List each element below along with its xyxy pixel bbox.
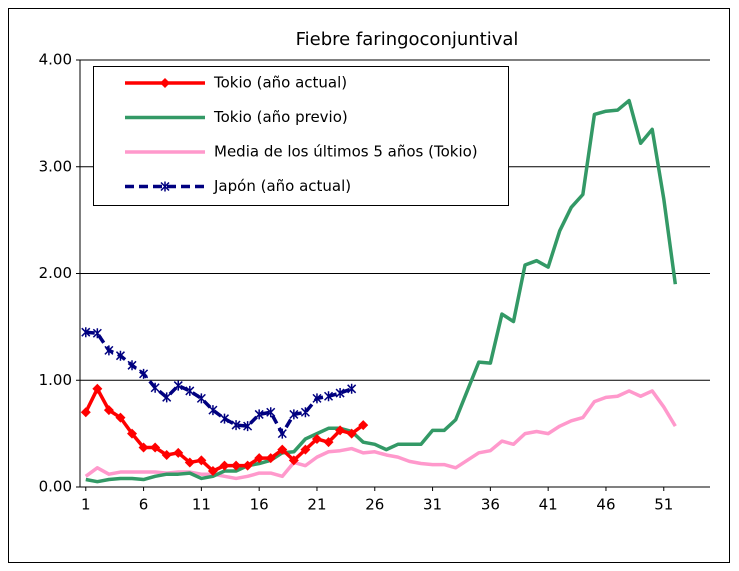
marker [184, 457, 195, 468]
legend-label: Tokio (año actual) [213, 74, 347, 92]
x-tick-label: 16 [250, 496, 269, 514]
marker [311, 433, 322, 444]
legend-label: Media de los últimos 5 años (Tokio) [214, 143, 478, 161]
marker [219, 460, 230, 471]
marker [161, 449, 172, 460]
marker [243, 421, 253, 432]
legend-marker [160, 78, 170, 88]
marker [300, 444, 311, 455]
marker [173, 447, 184, 458]
marker [288, 455, 299, 466]
marker [254, 409, 264, 420]
marker [208, 405, 218, 416]
marker [80, 407, 91, 418]
marker [115, 412, 126, 423]
marker [358, 420, 369, 431]
marker [231, 420, 241, 431]
x-tick-label: 41 [539, 496, 558, 514]
marker [162, 392, 172, 403]
x-tick-label: 36 [481, 496, 500, 514]
marker [185, 385, 195, 396]
marker [335, 425, 346, 436]
marker [277, 428, 287, 439]
marker [196, 393, 206, 404]
y-tick-label: 4.00 [39, 51, 72, 69]
legend-label: Tokio (año previo) [213, 108, 348, 126]
y-tick-label: 2.00 [39, 264, 72, 282]
marker [324, 391, 334, 402]
x-tick-label: 11 [192, 496, 211, 514]
chart-title: Fiebre faringoconjuntival [296, 29, 519, 50]
marker [219, 413, 230, 424]
marker [347, 383, 357, 394]
marker [92, 328, 102, 339]
y-tick-label: 3.00 [39, 157, 72, 175]
x-tick-label: 21 [307, 496, 326, 514]
marker [265, 453, 276, 464]
legend-label: Japón (año actual) [213, 177, 351, 195]
marker [150, 442, 161, 453]
marker [196, 455, 207, 466]
marker [346, 428, 357, 439]
x-tick-label: 46 [596, 496, 615, 514]
x-tick-label: 6 [139, 496, 149, 514]
marker [150, 382, 160, 393]
x-tick-label: 26 [365, 496, 384, 514]
marker [173, 380, 183, 391]
marker [254, 453, 265, 464]
marker [242, 460, 253, 471]
legend-box [93, 66, 509, 206]
marker [127, 360, 137, 371]
marker [323, 437, 334, 448]
marker [81, 327, 91, 338]
marker [289, 409, 299, 420]
marker [312, 393, 322, 404]
marker [139, 368, 149, 379]
x-tick-label: 31 [423, 496, 442, 514]
marker [103, 405, 114, 416]
marker [266, 407, 276, 418]
series-line [85, 98, 678, 484]
marker [104, 345, 114, 356]
marker [231, 460, 242, 471]
marker [300, 407, 310, 418]
y-tick-label: 0.00 [39, 478, 72, 496]
marker [92, 383, 103, 394]
y-tick-label: 1.00 [39, 371, 72, 389]
marker [138, 442, 149, 453]
x-tick-label: 1 [81, 496, 91, 514]
marker [115, 350, 125, 361]
marker [335, 388, 345, 399]
marker [207, 465, 218, 476]
x-tick-label: 51 [654, 496, 673, 514]
marker [277, 444, 288, 455]
legend-marker [160, 181, 170, 192]
marker [127, 428, 138, 439]
